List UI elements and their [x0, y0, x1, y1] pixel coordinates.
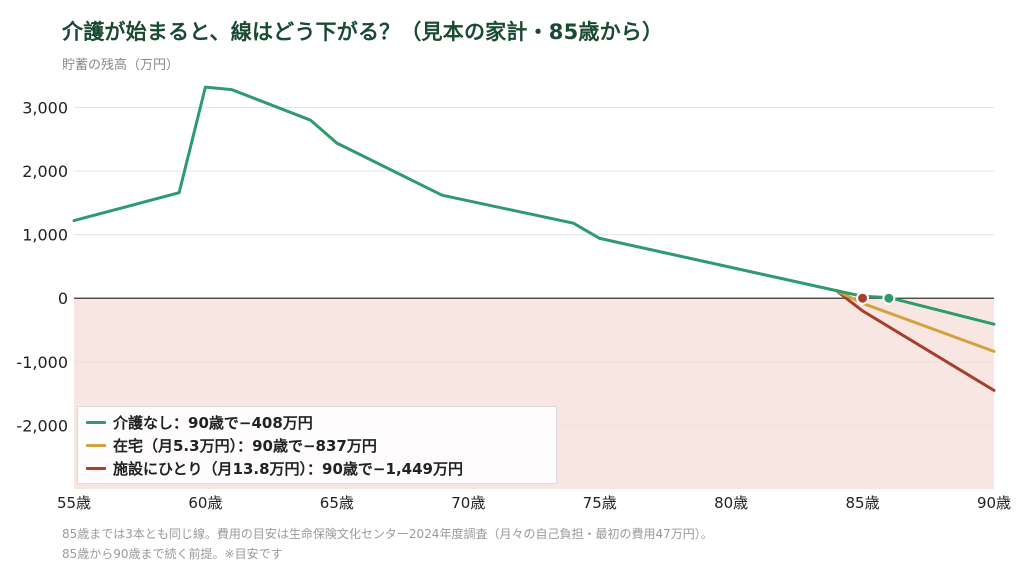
- legend-swatch: [86, 467, 106, 470]
- marker-point: [882, 291, 896, 305]
- legend-item: 在宅（月5.3万円）：90歳で−837万円: [86, 434, 548, 457]
- footnote: 85歳までは3本とも同じ線。費用の目安は生命保険文化センター2024年度調査（月…: [62, 524, 713, 564]
- y-tick-label: -2,000: [16, 416, 68, 435]
- legend-item: 施設にひとり（月13.8万円）：90歳で−1,449万円: [86, 457, 548, 480]
- series-line-2: [834, 289, 996, 392]
- x-tick-label: 60歳: [188, 494, 222, 512]
- series-line-0: [72, 85, 996, 326]
- x-tick-label: 80歳: [714, 494, 748, 512]
- marker-point: [856, 291, 870, 305]
- y-axis-label: 貯蓄の残高（万円）: [62, 58, 180, 73]
- x-tick-label: 70歳: [451, 494, 485, 512]
- y-tick-label: 1,000: [22, 226, 68, 245]
- x-tick-label: 55歳: [57, 494, 91, 512]
- y-tick-label: 3,000: [22, 98, 68, 117]
- x-tick-label: 85歳: [846, 494, 880, 512]
- chart-title: 介護が始まると、線はどう下がる？（見本の家計・85歳から）: [62, 20, 664, 44]
- x-tick-label: 90歳: [977, 494, 1011, 512]
- legend-item: 介護なし：90歳で−408万円: [86, 411, 548, 434]
- legend-swatch: [86, 444, 106, 447]
- legend-swatch: [86, 421, 106, 424]
- x-tick-label: 75歳: [583, 494, 617, 512]
- y-tick-label: 0: [58, 289, 68, 308]
- legend: 介護なし：90歳で−408万円在宅（月5.3万円）：90歳で−837万円施設にひ…: [77, 406, 557, 484]
- legend-label: 施設にひとり（月13.8万円）：90歳で−1,449万円: [113, 460, 463, 478]
- footnote-line-1: 85歳までは3本とも同じ線。費用の目安は生命保険文化センター2024年度調査（月…: [62, 527, 713, 541]
- x-tick-label: 65歳: [320, 494, 354, 512]
- y-tick-label: -1,000: [16, 353, 68, 372]
- legend-label: 介護なし：90歳で−408万円: [113, 414, 313, 432]
- legend-label: 在宅（月5.3万円）：90歳で−837万円: [113, 437, 377, 455]
- y-tick-label: 2,000: [22, 162, 68, 181]
- footnote-line-2: 85歳から90歳まで続く前提。※目安です: [62, 547, 283, 561]
